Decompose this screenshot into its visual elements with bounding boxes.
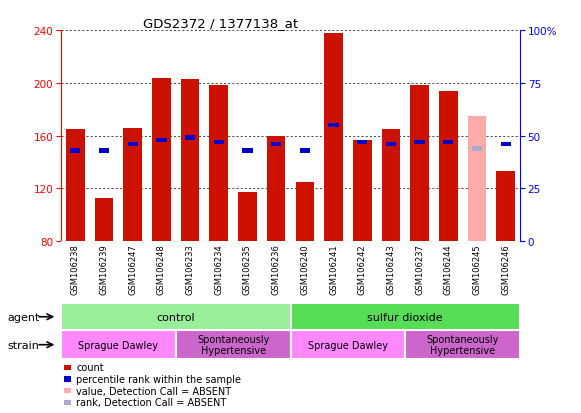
Text: Sprague Dawley: Sprague Dawley [308, 340, 388, 350]
Bar [210, 86, 228, 242]
Bar [271, 142, 281, 147]
Bar [152, 78, 171, 242]
Text: Sprague Dawley: Sprague Dawley [78, 340, 159, 350]
Text: rank, Detection Call = ABSENT: rank, Detection Call = ABSENT [76, 397, 227, 407]
Text: GSM106248: GSM106248 [157, 243, 166, 294]
Bar [123, 128, 142, 242]
Bar [128, 142, 138, 147]
Bar [61, 330, 175, 359]
Bar [406, 330, 520, 359]
Bar [156, 138, 167, 143]
Bar [185, 136, 195, 141]
Bar [353, 140, 371, 242]
Text: Spontaneously
Hypertensive: Spontaneously Hypertensive [197, 334, 270, 356]
Text: GDS2372 / 1377138_at: GDS2372 / 1377138_at [144, 17, 298, 29]
Text: GSM106240: GSM106240 [300, 243, 309, 294]
Bar [290, 330, 406, 359]
Bar [386, 142, 396, 147]
Bar [66, 130, 85, 242]
Bar [296, 183, 314, 242]
Bar [472, 147, 482, 151]
Bar [214, 140, 224, 145]
Bar [242, 149, 253, 153]
Bar [414, 140, 425, 145]
Bar [357, 140, 367, 145]
Bar [99, 149, 109, 153]
Bar [324, 33, 343, 242]
Bar [443, 140, 453, 145]
Text: GSM106246: GSM106246 [501, 243, 510, 294]
Text: GSM106241: GSM106241 [329, 243, 338, 294]
Bar [468, 116, 486, 242]
Text: GSM106236: GSM106236 [272, 243, 281, 294]
Bar [290, 304, 520, 330]
Text: GSM106238: GSM106238 [71, 243, 80, 294]
Text: value, Detection Call = ABSENT: value, Detection Call = ABSENT [76, 386, 231, 396]
Text: agent: agent [8, 312, 40, 322]
Bar [70, 149, 81, 153]
Text: Spontaneously
Hypertensive: Spontaneously Hypertensive [426, 334, 499, 356]
Text: GSM106243: GSM106243 [386, 243, 396, 294]
Text: strain: strain [8, 340, 40, 350]
Text: control: control [156, 312, 195, 322]
Bar [410, 86, 429, 242]
Text: percentile rank within the sample: percentile rank within the sample [76, 374, 241, 384]
Bar [500, 142, 511, 147]
Text: GSM106245: GSM106245 [472, 243, 482, 294]
Text: GSM106235: GSM106235 [243, 243, 252, 294]
Text: GSM106239: GSM106239 [99, 243, 109, 294]
Bar [61, 304, 290, 330]
Text: GSM106247: GSM106247 [128, 243, 137, 294]
Bar [496, 172, 515, 242]
Bar [328, 123, 339, 128]
Bar [95, 198, 113, 242]
Text: sulfur dioxide: sulfur dioxide [367, 312, 443, 322]
Text: GSM106244: GSM106244 [444, 243, 453, 294]
Bar [267, 136, 285, 242]
Bar [175, 330, 290, 359]
Text: GSM106237: GSM106237 [415, 243, 424, 294]
Bar [300, 149, 310, 153]
Text: GSM106234: GSM106234 [214, 243, 223, 294]
Bar [181, 80, 199, 242]
Bar [238, 193, 257, 242]
Bar [439, 92, 458, 242]
Bar [382, 130, 400, 242]
Text: GSM106233: GSM106233 [185, 243, 195, 294]
Text: GSM106242: GSM106242 [358, 243, 367, 294]
Text: count: count [76, 363, 104, 373]
